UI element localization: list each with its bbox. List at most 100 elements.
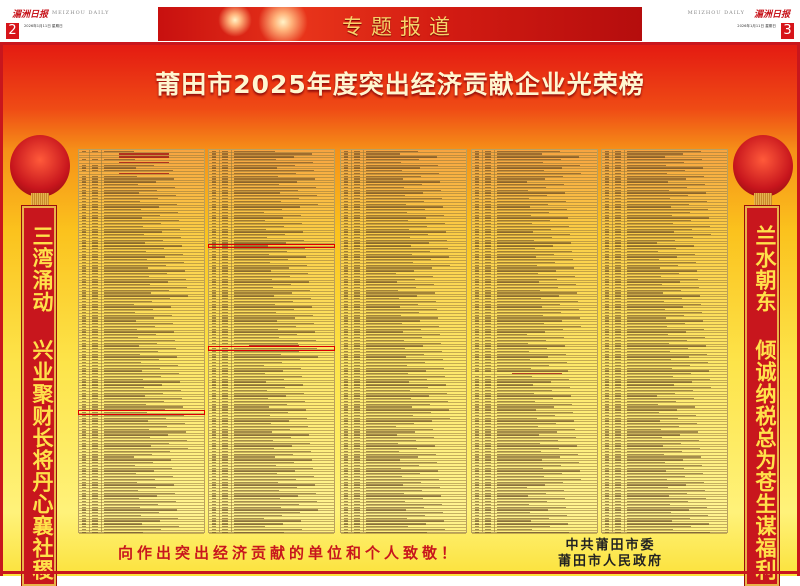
table-row <box>602 436 727 440</box>
row-total-index-mark <box>92 211 98 214</box>
table-row <box>79 333 204 337</box>
company-name-mark <box>234 339 316 342</box>
company-name-mark <box>366 442 398 444</box>
row-total-index-mark <box>92 445 98 447</box>
row-total-index-mark <box>222 309 228 311</box>
table-row <box>341 409 466 412</box>
company-name-mark <box>234 303 275 305</box>
company-name-mark <box>627 439 699 442</box>
company-name-mark <box>366 481 421 483</box>
table-row <box>79 281 204 284</box>
row-total-index-mark <box>615 200 621 203</box>
table-row <box>472 400 597 403</box>
row-total-index-mark <box>615 528 621 531</box>
row-index-mark <box>475 298 479 300</box>
table-row <box>209 520 334 523</box>
company-name-mark <box>234 217 283 219</box>
row-total-index-mark <box>485 309 491 311</box>
table-row <box>341 283 466 287</box>
company-name-mark <box>497 286 558 289</box>
table-row <box>209 156 334 159</box>
table-row <box>79 389 204 392</box>
row-total-index-mark <box>222 214 228 216</box>
table-row <box>341 414 466 417</box>
company-name-mark <box>497 236 552 239</box>
company-name-mark <box>627 506 707 508</box>
table-row <box>602 498 727 501</box>
row-total-index-mark <box>92 514 98 517</box>
row-index-mark <box>605 386 609 389</box>
company-name-mark <box>627 325 667 328</box>
company-name-mark <box>497 453 578 455</box>
company-name-mark <box>627 253 695 255</box>
lantern-icon <box>733 135 793 197</box>
row-index-mark <box>344 261 348 264</box>
row-index-mark <box>212 398 216 400</box>
table-row <box>602 367 727 370</box>
company-name-mark <box>104 339 175 342</box>
row-index-mark <box>82 456 86 458</box>
table-row <box>472 270 597 273</box>
row-index-mark <box>344 217 348 219</box>
row-total-index-mark <box>354 467 360 469</box>
table-row <box>79 194 204 198</box>
company-name-mark <box>234 400 305 403</box>
row-index-mark <box>212 470 216 472</box>
row-index-mark <box>605 523 609 525</box>
table-row <box>341 253 466 256</box>
company-name-mark <box>366 431 415 433</box>
row-index-mark <box>82 356 86 358</box>
row-index-mark <box>475 239 479 241</box>
table-row <box>209 233 334 237</box>
table-row <box>472 406 597 409</box>
row-index-mark <box>475 417 479 419</box>
row-total-index-mark <box>615 197 621 200</box>
table-row <box>341 281 466 284</box>
table-row <box>341 272 466 276</box>
table-row <box>209 208 334 212</box>
row-index-mark <box>82 325 86 328</box>
company-name-mark <box>627 264 678 266</box>
table-row <box>602 525 727 529</box>
table-row <box>209 211 334 214</box>
company-name-mark <box>366 437 434 439</box>
couplet-right: 兰水朝东 倾诚纳税总为苍生谋福利 <box>744 205 780 586</box>
row-total-index-mark <box>354 400 360 403</box>
section-heading-mark <box>512 373 562 375</box>
row-index-mark <box>82 164 86 166</box>
row-total-index-mark <box>354 425 360 428</box>
row-total-index-mark <box>222 531 228 533</box>
row-index-mark <box>344 186 348 189</box>
table-row <box>341 225 466 228</box>
table-row <box>602 178 727 181</box>
table-row <box>79 392 204 395</box>
company-name-mark <box>104 509 177 511</box>
row-total-index-mark <box>222 298 228 300</box>
row-total-index-mark <box>92 253 98 255</box>
row-index-mark <box>82 437 86 439</box>
table-row <box>602 283 727 287</box>
row-total-index-mark <box>615 167 621 169</box>
company-name-mark <box>234 389 267 392</box>
table-row <box>472 375 597 378</box>
row-index-mark <box>605 167 609 169</box>
row-index-mark <box>344 164 348 166</box>
table-row <box>209 364 334 367</box>
row-total-index-mark <box>92 386 98 389</box>
row-index-mark <box>605 517 609 519</box>
company-name-mark <box>104 228 180 230</box>
row-total-index-mark <box>615 350 621 353</box>
row-total-index-mark <box>92 373 98 375</box>
row-index-mark <box>82 170 86 172</box>
row-index-mark <box>605 311 609 314</box>
table-row <box>341 400 466 403</box>
row-index-mark <box>212 281 216 283</box>
row-total-index-mark <box>354 236 360 239</box>
row-index-mark <box>212 498 216 500</box>
company-name-mark <box>497 167 562 169</box>
company-name-mark <box>104 375 161 378</box>
table-row <box>341 228 466 231</box>
row-index-mark <box>212 356 216 358</box>
table-row <box>472 528 597 531</box>
table-row <box>472 417 597 420</box>
